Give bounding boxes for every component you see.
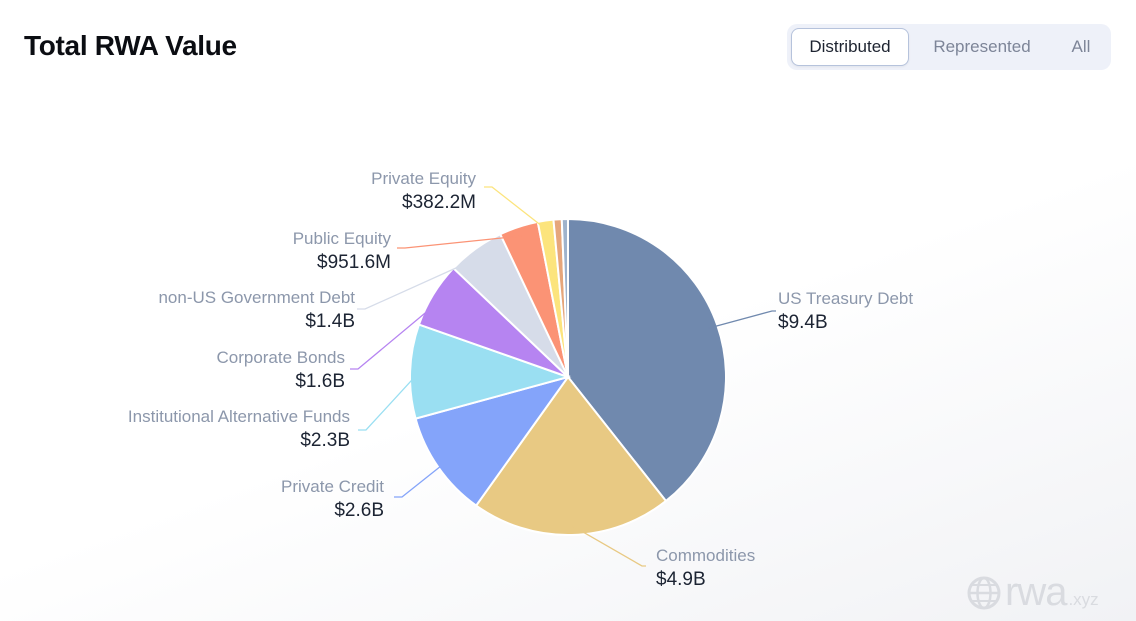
leader-line-public-equity <box>397 235 522 249</box>
globe-icon <box>967 576 1001 610</box>
page-title: Total RWA Value <box>24 30 237 61</box>
slice-value-public-equity: $951.6M <box>317 252 391 273</box>
toggle-represented-button[interactable]: Represented <box>933 37 1031 56</box>
slice-label-institutional-alternative-funds: Institutional Alternative Funds <box>128 407 350 426</box>
slice-label-non-us-government-debt: non-US Government Debt <box>158 288 355 307</box>
pie-slice-commodities[interactable] <box>474 375 668 536</box>
leader-line-commodities <box>571 524 646 567</box>
view-toggle: Distributed Represented All <box>787 24 1111 70</box>
slice-value-private-equity: $382.2M <box>402 192 476 213</box>
slice-label-private-credit: Private Credit <box>281 477 384 496</box>
watermark-suffix: .xyz <box>1068 590 1099 609</box>
leader-line-us-treasury-debt <box>708 310 776 329</box>
toggle-all-button[interactable]: All <box>1071 37 1091 56</box>
slice-label-corporate-bonds: Corporate Bonds <box>216 348 345 367</box>
leader-line-institutional-alternative-funds <box>358 371 421 431</box>
leader-line-private-equity <box>484 186 548 231</box>
slice-label-public-equity: Public Equity <box>293 229 392 248</box>
slice-value-institutional-alternative-funds: $2.3B <box>300 430 350 451</box>
watermark-brand: rwa <box>1005 570 1067 614</box>
rwa-watermark: rwa .xyz <box>967 572 1099 612</box>
pie-slice-institutional-alternative-funds[interactable] <box>409 323 572 420</box>
slice-value-private-credit: $2.6B <box>334 500 384 521</box>
pie-slice-minor-9[interactable] <box>560 217 569 378</box>
leader-line-non-us-government-debt <box>357 256 482 310</box>
slice-label-commodities: Commodities <box>656 546 755 565</box>
slice-value-corporate-bonds: $1.6B <box>295 371 345 392</box>
slice-label-private-equity: Private Equity <box>371 169 476 188</box>
slice-value-us-treasury-debt: $9.4B <box>778 312 828 333</box>
leader-line-corporate-bonds <box>350 298 442 370</box>
slice-value-commodities: $4.9B <box>656 569 706 590</box>
slice-label-us-treasury-debt: US Treasury Debt <box>778 289 913 308</box>
leader-line-private-credit <box>394 461 447 498</box>
toggle-distributed-button[interactable]: Distributed <box>791 28 909 66</box>
slice-value-non-us-government-debt: $1.4B <box>305 311 355 332</box>
pie-slice-us-treasury-debt[interactable] <box>567 217 727 503</box>
